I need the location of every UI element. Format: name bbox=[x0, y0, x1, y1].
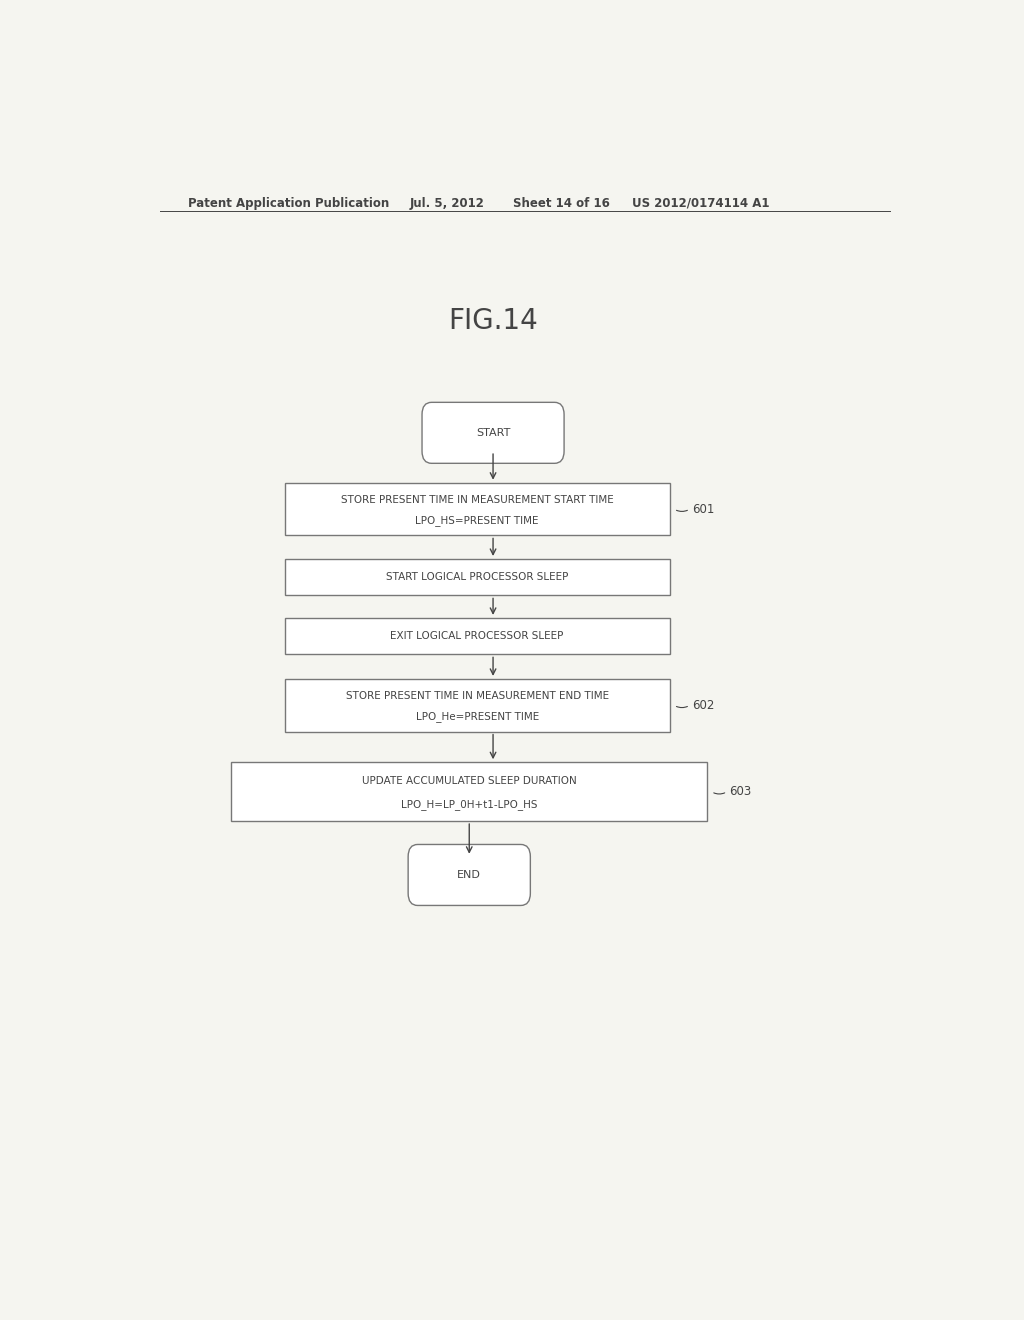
FancyBboxPatch shape bbox=[285, 558, 670, 595]
Text: 601: 601 bbox=[692, 503, 715, 516]
Text: STORE PRESENT TIME IN MEASUREMENT START TIME: STORE PRESENT TIME IN MEASUREMENT START … bbox=[341, 495, 613, 504]
Text: FIG.14: FIG.14 bbox=[449, 308, 538, 335]
Text: LPO_He=PRESENT TIME: LPO_He=PRESENT TIME bbox=[416, 711, 539, 722]
Text: UPDATE ACCUMULATED SLEEP DURATION: UPDATE ACCUMULATED SLEEP DURATION bbox=[361, 776, 577, 785]
Text: Jul. 5, 2012: Jul. 5, 2012 bbox=[410, 197, 484, 210]
Text: US 2012/0174114 A1: US 2012/0174114 A1 bbox=[632, 197, 769, 210]
FancyBboxPatch shape bbox=[422, 403, 564, 463]
Text: LPO_HS=PRESENT TIME: LPO_HS=PRESENT TIME bbox=[416, 515, 539, 527]
Text: STORE PRESENT TIME IN MEASUREMENT END TIME: STORE PRESENT TIME IN MEASUREMENT END TI… bbox=[346, 690, 608, 701]
FancyBboxPatch shape bbox=[231, 762, 708, 821]
FancyBboxPatch shape bbox=[285, 678, 670, 731]
FancyBboxPatch shape bbox=[409, 845, 530, 906]
Text: Sheet 14 of 16: Sheet 14 of 16 bbox=[513, 197, 609, 210]
Text: 603: 603 bbox=[729, 785, 752, 799]
Text: EXIT LOGICAL PROCESSOR SLEEP: EXIT LOGICAL PROCESSOR SLEEP bbox=[390, 631, 564, 642]
Text: START: START bbox=[476, 428, 510, 438]
Text: 602: 602 bbox=[692, 698, 715, 711]
Text: END: END bbox=[458, 870, 481, 880]
Text: LPO_H=LP_0H+t1-LPO_HS: LPO_H=LP_0H+t1-LPO_HS bbox=[401, 799, 538, 810]
Text: START LOGICAL PROCESSOR SLEEP: START LOGICAL PROCESSOR SLEEP bbox=[386, 572, 568, 582]
FancyBboxPatch shape bbox=[285, 483, 670, 536]
FancyBboxPatch shape bbox=[285, 618, 670, 655]
Text: Patent Application Publication: Patent Application Publication bbox=[187, 197, 389, 210]
